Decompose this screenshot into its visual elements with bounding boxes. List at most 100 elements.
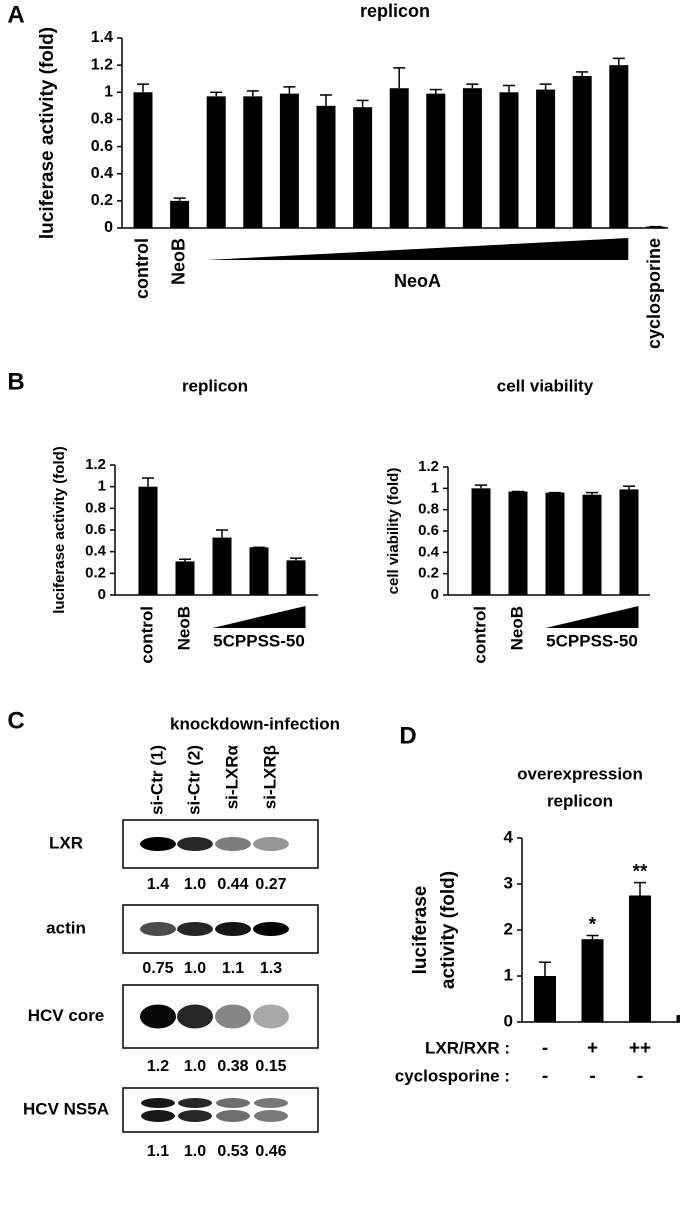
significance: ** [633, 862, 648, 883]
band [216, 1110, 250, 1122]
quantification: 0.38 [217, 1058, 248, 1075]
y-axis-label: luciferase activity (fold) [51, 446, 68, 614]
y-axis-label: cell viability (fold) [385, 468, 402, 595]
condition-value: - [542, 1066, 548, 1087]
bar [138, 486, 158, 595]
band [141, 1110, 175, 1122]
band [253, 837, 289, 851]
group-label: NeoA [394, 271, 441, 291]
band [140, 1004, 176, 1029]
y-tick-label: 1 [104, 84, 113, 101]
panel-letter: C [7, 707, 24, 734]
quantification: 1.2 [147, 1058, 169, 1075]
band [177, 922, 213, 936]
quantification: 0.75 [142, 960, 173, 977]
group-label: 5CPPSS-50 [546, 631, 638, 650]
bar [133, 92, 153, 229]
band [215, 1004, 251, 1029]
blot-frame [122, 1087, 319, 1133]
condition-name: cyclosporine : [395, 1066, 510, 1085]
band [253, 1004, 289, 1029]
quantification: 0.15 [255, 1058, 286, 1075]
quantification: 1.0 [184, 960, 206, 977]
quantification: 1.1 [147, 1143, 169, 1160]
x-tick-label: NeoB [168, 238, 188, 285]
panel-letter: D [399, 722, 416, 749]
y-tick-label: 0.4 [91, 165, 113, 182]
y-tick-label: 1.4 [91, 29, 113, 46]
bar [572, 76, 592, 228]
bar [279, 93, 299, 229]
band [254, 1110, 288, 1122]
lane-label: si-LXRβ [260, 745, 279, 809]
bar [175, 561, 195, 595]
y-tick-label: 0 [504, 1011, 513, 1030]
band [177, 1004, 213, 1029]
y-tick-label: 0 [98, 586, 106, 603]
condition-value: ++ [629, 1038, 651, 1059]
y-tick-label: 1.2 [91, 56, 113, 73]
y-axis-label: luciferase activity (fold) [37, 27, 58, 239]
y-tick-label: 0.2 [91, 192, 113, 209]
y-tick-label: 1 [431, 479, 439, 496]
bar [316, 105, 336, 228]
condition-value: - [637, 1066, 643, 1087]
bar [389, 88, 409, 228]
bar [170, 200, 190, 228]
dose-wedge [212, 606, 306, 628]
y-tick-label: 0.6 [418, 522, 439, 539]
band [253, 922, 289, 936]
quantification: 0.27 [255, 876, 286, 893]
lane-label: si-LXRα [222, 744, 241, 809]
condition-value: + [587, 1038, 598, 1059]
chart-title: replicon [360, 1, 430, 21]
band [254, 1098, 288, 1108]
band [215, 837, 251, 851]
dose-wedge [206, 238, 629, 260]
quantification: 0.53 [217, 1143, 248, 1160]
row-label: actin [46, 918, 86, 937]
y-tick-label: 0.2 [418, 565, 439, 582]
bar [462, 88, 482, 228]
y-tick-label: 1.2 [85, 456, 106, 473]
y-axis-label: activity (fold) [438, 871, 459, 989]
quantification: 1.0 [184, 876, 206, 893]
significance: * [589, 915, 597, 936]
y-tick-label: 0.6 [85, 521, 106, 538]
bar [536, 89, 556, 228]
quantification: 1.1 [222, 960, 244, 977]
band [178, 1098, 212, 1108]
panel-letter: A [7, 1, 24, 28]
x-tick-label: NeoB [507, 606, 526, 650]
y-axis-label: luciferase [410, 886, 431, 975]
bar [609, 65, 629, 229]
row-label: LXR [49, 833, 83, 852]
bar [619, 489, 639, 595]
row-label: HCV core [28, 1006, 105, 1025]
y-tick-label: 0.8 [418, 501, 439, 518]
bar [212, 537, 232, 595]
condition-value: - [542, 1038, 548, 1059]
band [216, 1098, 250, 1108]
lane-label: si-Ctr (1) [147, 745, 166, 815]
y-tick-label: 1 [504, 965, 513, 984]
chart-title: overexpression [517, 764, 643, 783]
bar [471, 488, 491, 595]
panel-letter: B [7, 368, 24, 395]
bar [243, 96, 263, 228]
x-tick-label: cyclosporine [644, 238, 664, 349]
y-tick-label: 0.8 [85, 499, 106, 516]
lane-label: si-Ctr (2) [184, 745, 203, 815]
quantification: 1.3 [260, 960, 282, 977]
bar [676, 1015, 680, 1022]
y-tick-label: 0 [104, 219, 113, 236]
bar [582, 494, 602, 595]
bar [629, 895, 651, 1022]
group-label: 5CPPSS-50 [213, 631, 305, 650]
y-tick-label: 1.2 [418, 458, 439, 475]
x-tick-label: control [470, 606, 489, 664]
blot-title: knockdown-infection [170, 714, 340, 733]
y-tick-label: 1 [98, 478, 106, 495]
y-tick-label: 2 [504, 919, 513, 938]
